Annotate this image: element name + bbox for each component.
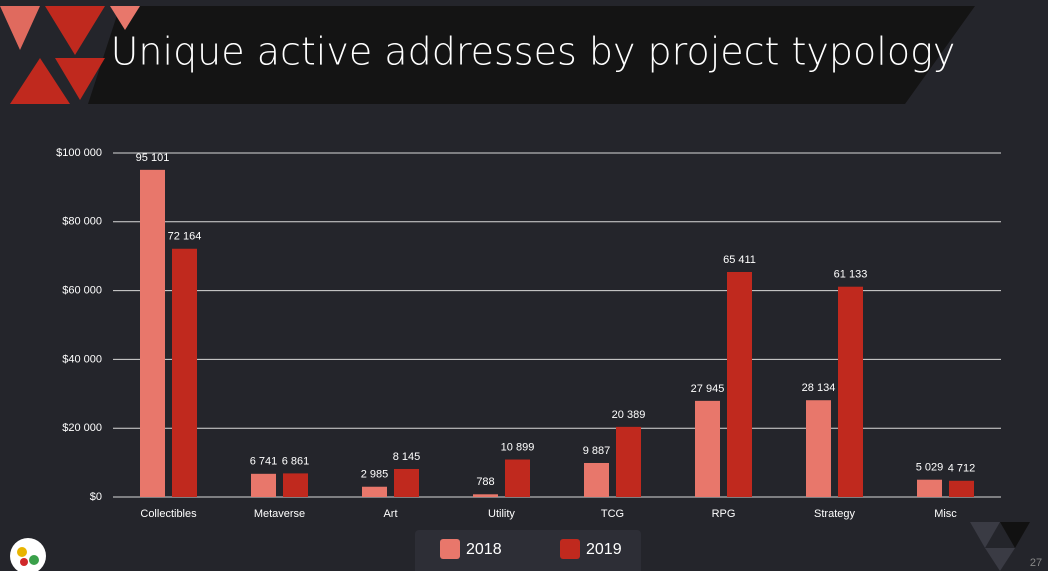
bar <box>251 473 276 497</box>
value-label: 4 712 <box>948 463 976 475</box>
value-label: 95 101 <box>136 152 170 164</box>
x-tick-label: Misc <box>934 508 957 520</box>
bar <box>584 462 609 497</box>
logo <box>0 6 140 104</box>
x-tick-label: Utility <box>488 508 515 520</box>
bar <box>949 480 974 497</box>
x-tick-label: RPG <box>712 508 736 520</box>
y-tick-label: $40 000 <box>62 353 102 365</box>
value-label: 8 145 <box>393 451 421 463</box>
value-label: 28 134 <box>802 382 836 394</box>
x-tick-label: Strategy <box>814 508 855 520</box>
legend-box <box>415 530 641 571</box>
x-tick-label: TCG <box>601 508 624 520</box>
legend-swatch <box>440 539 460 559</box>
value-label: 72 164 <box>168 231 202 243</box>
value-label: 6 861 <box>282 455 310 467</box>
legend-swatch <box>560 539 580 559</box>
value-label: 2 985 <box>361 469 389 481</box>
bar <box>505 459 530 497</box>
bar <box>806 400 831 497</box>
y-tick-label: $60 000 <box>62 285 102 297</box>
value-label: 61 133 <box>834 269 868 281</box>
legend-label: 2019 <box>586 541 622 558</box>
x-tick-label: Collectibles <box>140 508 197 520</box>
y-tick-label: $80 000 <box>62 216 102 228</box>
value-label: 20 389 <box>612 409 646 421</box>
value-label: 27 945 <box>691 383 725 395</box>
chart-title: Unique active addresses by project typol… <box>111 30 956 74</box>
y-tick-label: $0 <box>90 491 102 503</box>
bar <box>616 426 641 497</box>
y-tick-label: $20 000 <box>62 422 102 434</box>
bar <box>838 286 863 497</box>
y-tick-label: $100 000 <box>56 147 102 159</box>
value-label: 5 029 <box>916 462 944 474</box>
bar <box>695 400 720 497</box>
bar <box>362 486 387 497</box>
corner-logo <box>10 538 46 571</box>
legend-label: 2018 <box>466 541 502 558</box>
value-label: 9 887 <box>583 445 611 457</box>
value-label: 6 741 <box>250 456 278 468</box>
corner-triangles <box>970 522 1030 571</box>
bar <box>917 479 942 497</box>
bar <box>727 271 752 497</box>
x-tick-label: Metaverse <box>254 508 305 520</box>
title-banner <box>88 6 975 104</box>
bar <box>140 169 165 498</box>
bar <box>394 468 419 497</box>
page-number: 27 <box>1030 557 1042 569</box>
bar <box>473 494 498 497</box>
value-label: 788 <box>476 476 494 488</box>
bar <box>172 248 197 497</box>
value-label: 65 411 <box>723 254 756 266</box>
value-label: 10 899 <box>501 441 535 453</box>
bar <box>283 473 308 497</box>
x-tick-label: Art <box>383 508 397 520</box>
